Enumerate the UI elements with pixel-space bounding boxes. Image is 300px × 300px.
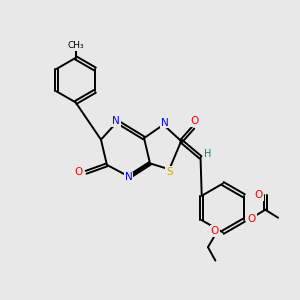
Text: N: N [125,172,133,182]
Text: O: O [190,116,199,126]
Text: O: O [211,226,219,236]
Text: H: H [204,149,211,159]
Text: S: S [166,167,172,177]
Text: CH₃: CH₃ [68,41,84,50]
Text: N: N [161,118,169,128]
Text: O: O [74,167,83,177]
Text: N: N [112,116,120,126]
Text: O: O [248,214,256,224]
Text: O: O [255,190,263,200]
